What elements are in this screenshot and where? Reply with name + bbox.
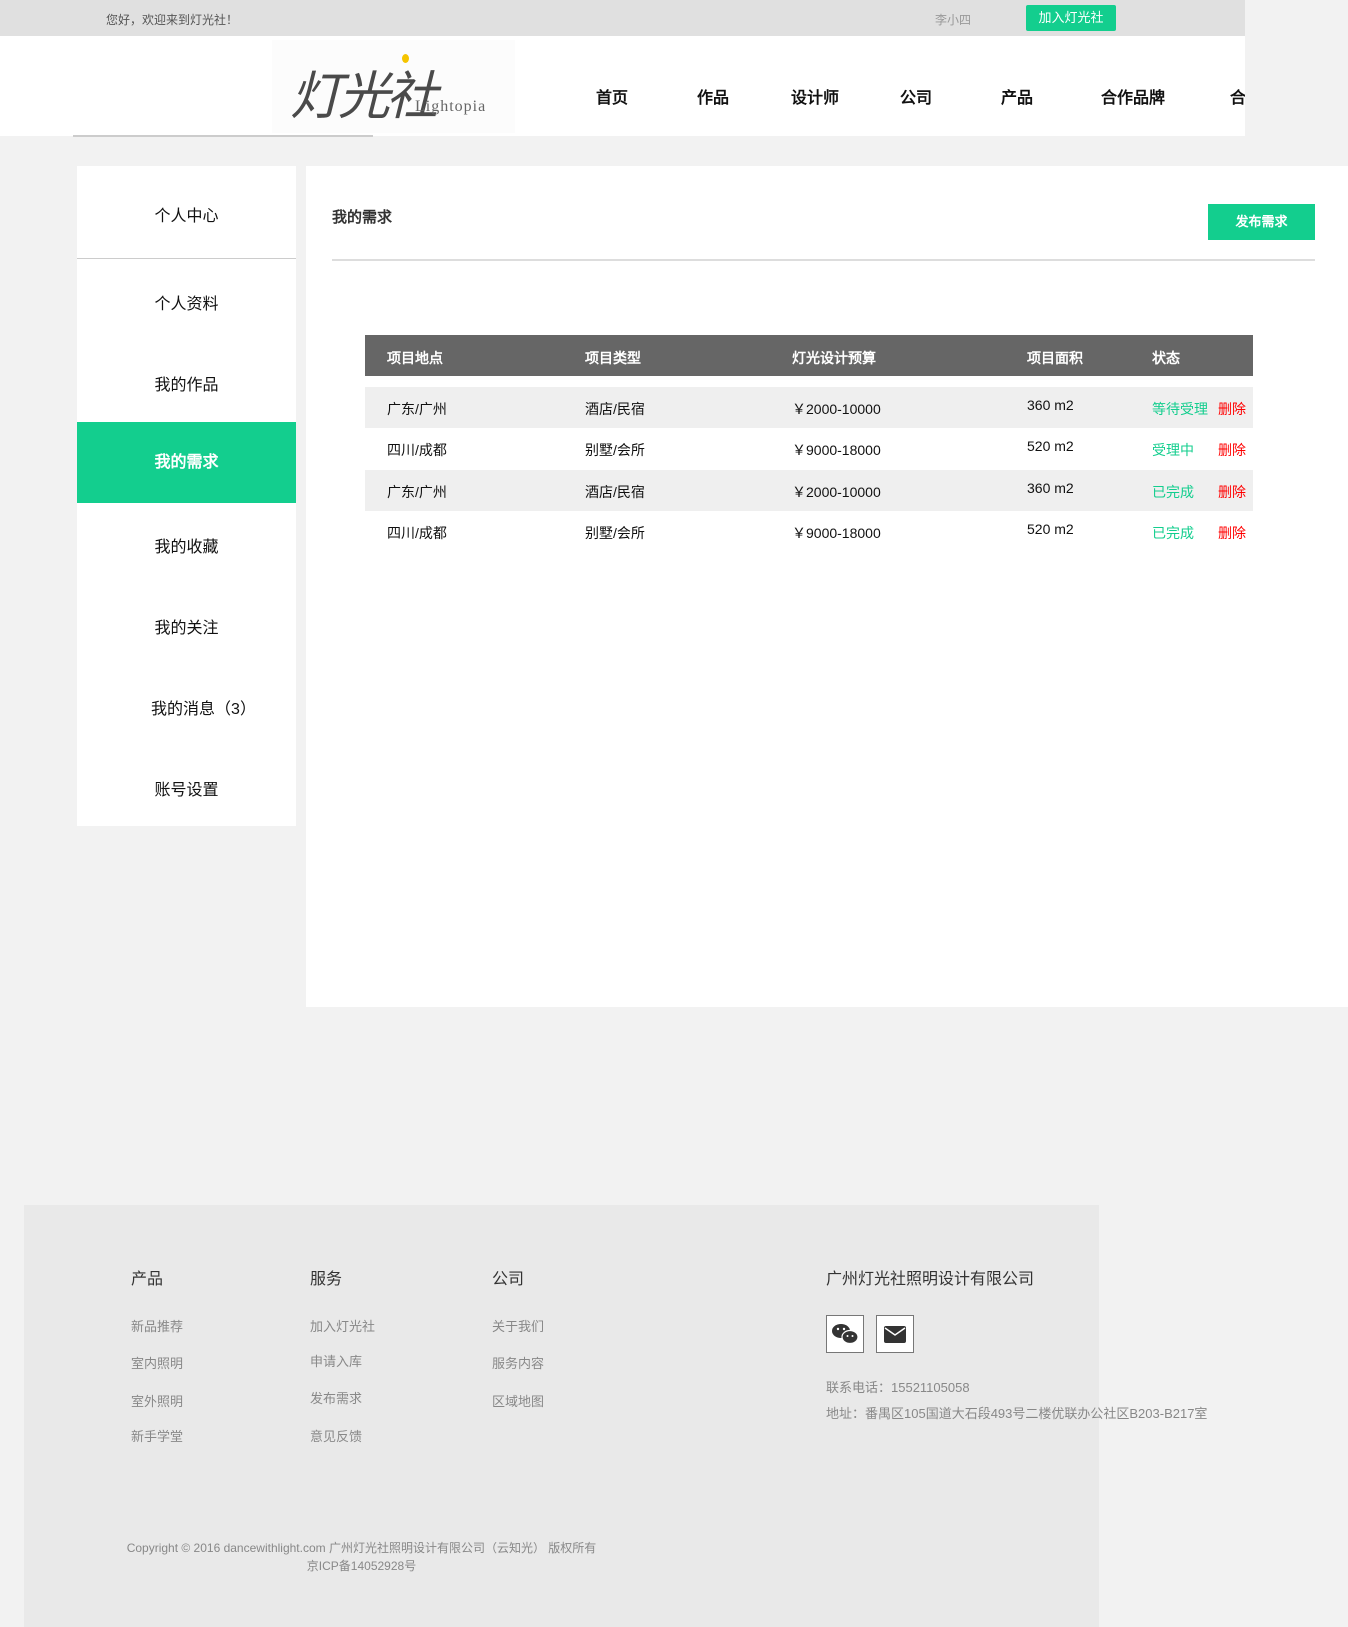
cell-type: 酒店/民宿 [585,401,645,417]
footer-link[interactable]: 申请入库 [310,1354,363,1369]
status-badge: 受理中 [1152,442,1194,458]
header-status: 状态 [1152,350,1180,366]
sidebar-item-account-settings[interactable]: 账号设置 [154,782,219,799]
header-type: 项目类型 [585,350,641,366]
footer-heading-products: 产品 [131,1271,164,1288]
table-row: 广东/广州 酒店/民宿 ￥2000-10000 360 m2 等待受理 删除 [365,387,1253,428]
footer-link[interactable]: 新品推荐 [131,1319,184,1334]
footer-address: 地址：番禺区105国道大石段493号二楼优联办公社区B203-B217室 [826,1406,1208,1421]
cell-budget: ￥9000-18000 [792,442,881,458]
greeting-text: 您好，欢迎来到灯光社！ [106,13,239,27]
footer-phone: 联系电话：15521105058 [826,1380,970,1395]
delete-link[interactable]: 删除 [1218,525,1246,541]
join-button[interactable]: 加入灯光社 [1026,5,1116,31]
sidebar: 个人中心 个人资料 我的作品 我的需求 我的收藏 我的关注 我的消息（3） 账号… [77,166,296,826]
sidebar-divider [77,258,296,259]
sidebar-title: 个人中心 [154,208,219,225]
footer-link[interactable]: 关于我们 [492,1319,545,1334]
sidebar-item-works[interactable]: 我的作品 [154,377,219,394]
cell-budget: ￥2000-10000 [792,484,881,500]
table-row: 四川/成都 别墅/会所 ￥9000-18000 520 m2 受理中 删除 [365,428,1253,469]
footer-copyright: Copyright © 2016 dancewithlight.com 广州灯光… [126,1541,597,1555]
delete-link[interactable]: 删除 [1218,484,1246,500]
logo[interactable]: 灯光社 Lightopia [272,40,515,133]
requests-table: 项目地点 项目类型 灯光设计预算 项目面积 状态 广东/广州 酒店/民宿 ￥20… [365,335,1253,555]
nav-works[interactable]: 作品 [696,90,730,107]
cell-area: 520 m2 [1027,521,1074,537]
cell-area: 520 m2 [1027,438,1074,454]
status-badge: 已完成 [1152,525,1194,541]
status-badge: 等待受理 [1152,401,1208,417]
footer-link[interactable]: 加入灯光社 [310,1319,376,1334]
status-badge: 已完成 [1152,484,1194,500]
publish-request-button[interactable]: 发布需求 [1208,204,1315,240]
cell-area: 360 m2 [1027,397,1074,413]
cell-type: 酒店/民宿 [585,484,645,500]
header: 灯光社 Lightopia 首页 作品 设计师 公司 产品 合作品牌 合 [0,36,1245,136]
footer-link[interactable]: 意见反馈 [310,1429,363,1444]
cell-location: 广东/广州 [387,484,447,500]
sidebar-item-requests[interactable]: 我的需求 [77,422,296,503]
footer-company-name: 广州灯光社照明设计有限公司 [826,1271,1035,1288]
sidebar-item-favorites[interactable]: 我的收藏 [154,539,219,556]
footer-link[interactable]: 区域地图 [492,1394,545,1409]
cell-location: 广东/广州 [387,401,447,417]
footer-heading-company: 公司 [492,1271,525,1288]
nav-products[interactable]: 产品 [1000,90,1034,107]
footer-link[interactable]: 服务内容 [492,1356,545,1371]
cell-area: 360 m2 [1027,480,1074,496]
table-row: 四川/成都 别墅/会所 ￥9000-18000 520 m2 已完成 删除 [365,511,1253,552]
wechat-icon[interactable] [826,1315,864,1353]
page-title: 我的需求 [332,209,393,226]
footer-link[interactable]: 新手学堂 [131,1429,184,1444]
nav-more[interactable]: 合 [1230,90,1245,107]
nav-home[interactable]: 首页 [595,90,629,107]
logo-text: 灯光社 [290,67,438,127]
sidebar-item-profile[interactable]: 个人资料 [154,296,219,313]
header-area: 项目面积 [1027,350,1083,366]
cell-location: 四川/成都 [387,442,447,458]
cell-type: 别墅/会所 [585,525,645,541]
header-underline [73,135,373,137]
sidebar-item-messages[interactable]: 我的消息（3） [151,701,256,718]
header-location: 项目地点 [387,350,443,366]
sidebar-item-following[interactable]: 我的关注 [154,620,219,637]
footer-link[interactable]: 室外照明 [131,1394,184,1409]
table-row: 广东/广州 酒店/民宿 ￥2000-10000 360 m2 已完成 删除 [365,470,1253,511]
delete-link[interactable]: 删除 [1218,401,1246,417]
nav-company[interactable]: 公司 [899,90,933,107]
footer-link[interactable]: 发布需求 [310,1391,363,1406]
logo-dot-icon [402,54,409,63]
footer-heading-services: 服务 [310,1271,343,1288]
email-icon[interactable] [876,1315,914,1353]
cell-location: 四川/成都 [387,525,447,541]
cell-type: 别墅/会所 [585,442,645,458]
footer-link[interactable]: 室内照明 [131,1356,184,1371]
cell-budget: ￥2000-10000 [792,401,881,417]
table-header: 项目地点 项目类型 灯光设计预算 项目面积 状态 [365,335,1253,376]
main-panel: 我的需求 发布需求 项目地点 项目类型 灯光设计预算 项目面积 状态 广东/广州… [306,166,1348,1007]
nav-designers[interactable]: 设计师 [790,90,840,107]
nav-partner-brands[interactable]: 合作品牌 [1100,90,1166,107]
top-bar: 您好，欢迎来到灯光社！ 李小四 加入灯光社 [0,0,1245,36]
delete-link[interactable]: 删除 [1218,442,1246,458]
cell-budget: ￥9000-18000 [792,525,881,541]
footer-icp: 京ICP备14052928号 [306,1559,417,1573]
footer: 产品 新品推荐 室内照明 室外照明 新手学堂 服务 加入灯光社 申请入库 发布需… [24,1205,1207,1627]
title-divider [332,259,1315,261]
username-link[interactable]: 李小四 [935,13,972,27]
logo-subtitle: Lightopia [415,98,487,115]
header-budget: 灯光设计预算 [792,350,876,366]
